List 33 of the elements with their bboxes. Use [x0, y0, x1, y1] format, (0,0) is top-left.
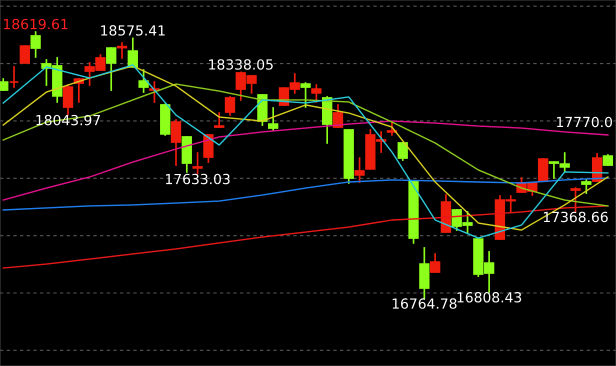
- candlestick: [62, 84, 74, 116]
- annotation: 18575.41: [101, 25, 165, 36]
- candlestick: [128, 38, 138, 68]
- candlestick: [224, 96, 236, 116]
- candlestick: [300, 82, 311, 108]
- annotation: 17368.66: [544, 212, 608, 222]
- annotation: 17770.0: [557, 116, 612, 128]
- candlestick: [386, 121, 398, 136]
- candlestick: [106, 47, 116, 91]
- candlestick: [398, 142, 408, 161]
- candlestick: [8, 66, 20, 88]
- candlestick: [332, 104, 344, 128]
- annotation: 16808.43: [458, 292, 522, 303]
- candlestick: [192, 152, 203, 174]
- candlestick: [138, 69, 149, 93]
- candlestick: [581, 179, 592, 194]
- annotation: 16764.78: [392, 298, 457, 309]
- annotation: 17633.03: [166, 174, 230, 184]
- candlestick: [602, 154, 614, 166]
- candlestick: [214, 112, 224, 128]
- candlestick: [116, 42, 128, 59]
- candlestick: [354, 157, 365, 183]
- annotation: 18338.05: [209, 59, 273, 70]
- annotation: 18619.61: [4, 18, 68, 30]
- candlestick: [419, 247, 430, 299]
- candlestick: [30, 31, 41, 58]
- candlestick: [538, 158, 548, 182]
- candlestick: [268, 107, 278, 131]
- candlestick: [430, 253, 440, 273]
- candlestick: [170, 119, 182, 166]
- candlestick: [20, 45, 30, 64]
- candlestick: [311, 84, 322, 103]
- candlestick: [203, 134, 214, 163]
